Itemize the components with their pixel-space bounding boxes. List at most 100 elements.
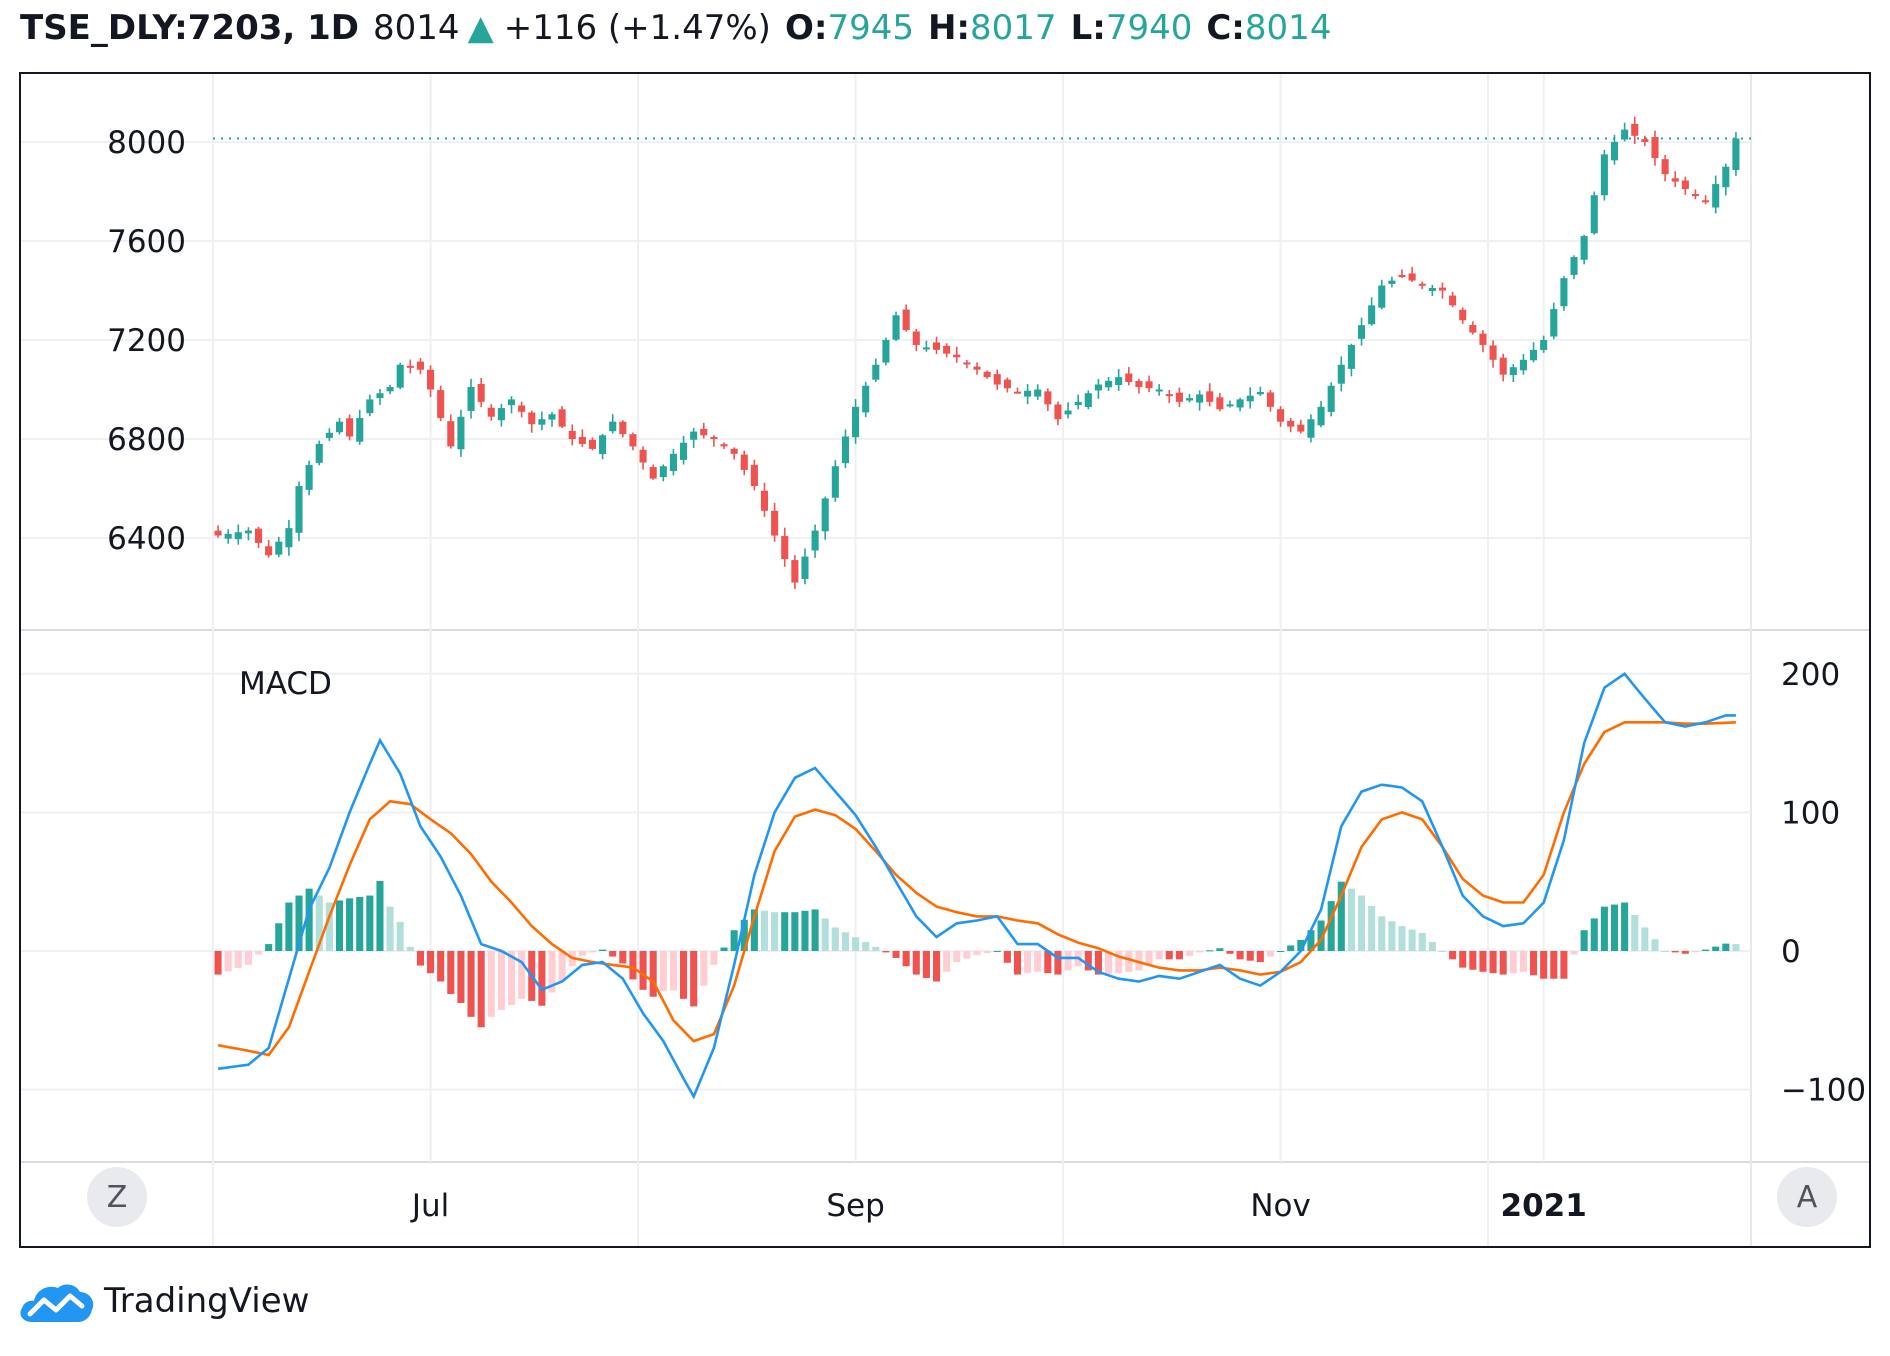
candle[interactable] bbox=[305, 460, 313, 496]
candle[interactable] bbox=[963, 360, 971, 369]
candle[interactable] bbox=[1115, 369, 1123, 391]
candle[interactable] bbox=[1449, 291, 1457, 308]
candle[interactable] bbox=[1175, 387, 1183, 408]
candle[interactable] bbox=[1246, 387, 1254, 409]
candle[interactable] bbox=[1105, 376, 1113, 391]
candle[interactable] bbox=[1428, 284, 1436, 296]
candle[interactable] bbox=[1347, 343, 1355, 377]
candle[interactable] bbox=[467, 378, 475, 419]
candle[interactable] bbox=[1631, 116, 1639, 144]
candle[interactable] bbox=[1064, 402, 1072, 419]
candle[interactable] bbox=[254, 526, 263, 548]
candle[interactable] bbox=[1287, 417, 1295, 433]
candle[interactable] bbox=[1519, 353, 1527, 375]
candle[interactable] bbox=[882, 337, 890, 366]
candle[interactable] bbox=[609, 414, 617, 434]
candle[interactable] bbox=[1135, 378, 1143, 394]
candle[interactable] bbox=[841, 429, 849, 469]
candle[interactable] bbox=[912, 328, 920, 352]
candle[interactable] bbox=[781, 527, 789, 567]
candle[interactable] bbox=[1297, 419, 1305, 434]
candle[interactable] bbox=[1560, 276, 1568, 311]
candle[interactable] bbox=[1732, 131, 1740, 176]
candle[interactable] bbox=[1438, 282, 1447, 299]
candle[interactable] bbox=[993, 369, 1001, 390]
candle[interactable] bbox=[1034, 384, 1042, 400]
candle[interactable] bbox=[1013, 387, 1022, 394]
candle[interactable] bbox=[437, 385, 445, 422]
candle[interactable] bbox=[315, 440, 323, 466]
candle[interactable] bbox=[599, 433, 607, 460]
candle[interactable] bbox=[680, 435, 688, 465]
candle[interactable] bbox=[1165, 390, 1173, 404]
zoom-button[interactable]: Z bbox=[87, 1167, 147, 1227]
candle[interactable] bbox=[477, 377, 485, 408]
candle[interactable] bbox=[1357, 317, 1366, 346]
candle[interactable] bbox=[811, 524, 819, 558]
candle[interactable] bbox=[1185, 394, 1194, 403]
candle[interactable] bbox=[578, 429, 586, 447]
candle[interactable] bbox=[831, 460, 839, 502]
chart-canvas[interactable]: MACD Jul Sep Nov 2021 6400 6800 7200 7600 8000 −1… bbox=[21, 74, 1869, 1246]
candle[interactable] bbox=[1570, 255, 1578, 280]
candle[interactable] bbox=[1590, 191, 1598, 235]
candle[interactable] bbox=[639, 446, 647, 470]
candle[interactable] bbox=[1661, 155, 1669, 182]
candle[interactable] bbox=[1691, 189, 1700, 200]
brand[interactable]: TradingView bbox=[18, 1278, 309, 1324]
candle[interactable] bbox=[892, 311, 900, 342]
chart-frame[interactable]: MACD Jul Sep Nov 2021 6400 6800 7200 7600 8000 −1… bbox=[19, 72, 1871, 1248]
candle[interactable] bbox=[1398, 269, 1406, 278]
candle[interactable] bbox=[629, 432, 637, 451]
candle[interactable] bbox=[1226, 400, 1234, 408]
candle[interactable] bbox=[821, 496, 829, 540]
candle[interactable] bbox=[1580, 234, 1588, 265]
candle[interactable] bbox=[801, 548, 809, 585]
candle[interactable] bbox=[275, 536, 283, 558]
candle[interactable] bbox=[558, 406, 566, 429]
candle[interactable] bbox=[265, 540, 273, 558]
candle[interactable] bbox=[669, 449, 677, 476]
candle[interactable] bbox=[457, 409, 465, 457]
candle[interactable] bbox=[1469, 321, 1477, 335]
candle[interactable] bbox=[1408, 266, 1416, 282]
candle[interactable] bbox=[1610, 134, 1619, 165]
candle[interactable] bbox=[1712, 175, 1720, 214]
candle[interactable] bbox=[1540, 335, 1548, 353]
candle[interactable] bbox=[1125, 367, 1133, 386]
candle[interactable] bbox=[983, 370, 991, 379]
candle[interactable] bbox=[1145, 375, 1153, 392]
candle[interactable] bbox=[244, 527, 252, 541]
candle[interactable] bbox=[588, 437, 597, 451]
candle[interactable] bbox=[1671, 171, 1679, 188]
candle[interactable] bbox=[1277, 406, 1285, 427]
candle[interactable] bbox=[932, 336, 941, 355]
candle[interactable] bbox=[862, 381, 870, 418]
candle[interactable] bbox=[1084, 390, 1092, 410]
candle[interactable] bbox=[943, 343, 951, 358]
candle[interactable] bbox=[1337, 356, 1345, 392]
candle[interactable] bbox=[1378, 279, 1386, 310]
candle[interactable] bbox=[649, 464, 657, 480]
candle[interactable] bbox=[447, 414, 455, 449]
candle[interactable] bbox=[224, 529, 232, 544]
candle[interactable] bbox=[1003, 377, 1011, 393]
candle[interactable] bbox=[700, 422, 708, 439]
candle[interactable] bbox=[214, 525, 222, 538]
candle[interactable] bbox=[1681, 176, 1689, 195]
candle[interactable] bbox=[953, 346, 961, 363]
candle[interactable] bbox=[1307, 414, 1315, 443]
candle[interactable] bbox=[1489, 340, 1497, 368]
candle[interactable] bbox=[518, 401, 526, 418]
auto-scale-button[interactable]: A bbox=[1777, 1167, 1837, 1227]
candle[interactable] bbox=[346, 414, 354, 441]
candle[interactable] bbox=[710, 435, 718, 447]
candle[interactable] bbox=[1388, 276, 1396, 288]
candle[interactable] bbox=[548, 412, 556, 427]
candle[interactable] bbox=[416, 357, 424, 375]
candle[interactable] bbox=[852, 399, 860, 444]
candle[interactable] bbox=[1266, 390, 1274, 412]
candle[interactable] bbox=[1327, 382, 1335, 417]
candle[interactable] bbox=[1155, 384, 1163, 396]
candle[interactable] bbox=[487, 404, 495, 421]
